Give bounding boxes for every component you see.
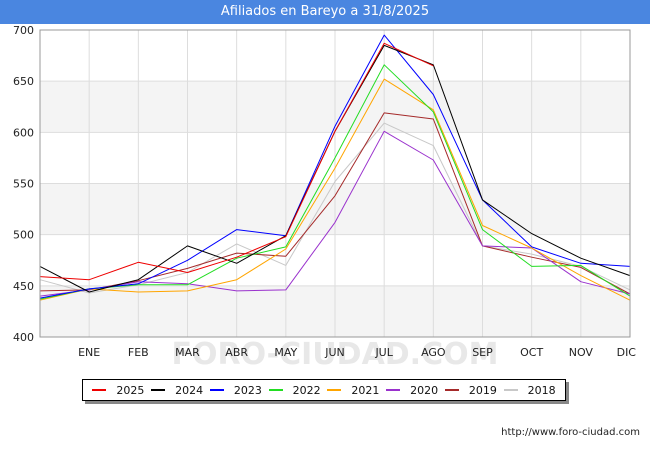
series-lines bbox=[39, 34, 631, 301]
series-line-2025 bbox=[39, 42, 434, 281]
legend-label: 2023 bbox=[233, 383, 262, 397]
legend-item-2020: 2020 bbox=[386, 384, 438, 397]
x-tick-label: DIC bbox=[617, 346, 637, 359]
legend-swatch bbox=[503, 389, 518, 391]
x-tick-label: JUN bbox=[324, 346, 345, 359]
x-tick-label: MAY bbox=[274, 346, 297, 359]
legend-item-2023: 2023 bbox=[209, 383, 262, 397]
y-tick-label: 400 bbox=[13, 331, 34, 344]
y-tick-label: 600 bbox=[13, 126, 34, 139]
y-axis-ticks: 400 450 500 550 600 650 700 bbox=[13, 24, 34, 344]
y-tick-label: 550 bbox=[13, 178, 34, 191]
x-tick-label: FEB bbox=[128, 346, 149, 359]
legend-item-2021: 2021 bbox=[327, 384, 379, 397]
legend-label: 2025 bbox=[116, 383, 145, 397]
x-tick-label: OCT bbox=[520, 346, 543, 359]
legend-swatch bbox=[386, 389, 401, 391]
legend-label: 2020 bbox=[410, 383, 439, 397]
series-line-2019 bbox=[39, 112, 631, 295]
x-axis-ticks: ENE FEB MAR ABR MAY JUN JUL AGO SEP OCT NOV DIC bbox=[78, 346, 636, 359]
legend-label: 2022 bbox=[292, 383, 321, 397]
watermark: FORO-CIUDAD.COM bbox=[172, 337, 499, 372]
legend-label: 2019 bbox=[468, 383, 497, 397]
legend-item-2024: 2024 bbox=[151, 384, 203, 397]
legend-swatch bbox=[92, 389, 107, 391]
y-tick-label: 450 bbox=[13, 280, 34, 293]
series-line-2021 bbox=[39, 78, 631, 301]
y-tick-label: 700 bbox=[13, 24, 34, 37]
x-tick-label: SEP bbox=[472, 346, 493, 359]
legend: 2025 2024 2023 2022 2021 2020 2019 2018 bbox=[82, 379, 566, 401]
legend-swatch bbox=[151, 389, 166, 391]
legend-label: 2018 bbox=[527, 383, 556, 397]
legend-swatch bbox=[268, 389, 283, 391]
series-line-2023 bbox=[39, 34, 631, 299]
series-line-2022 bbox=[39, 64, 631, 300]
x-tick-label: MAR bbox=[175, 346, 200, 359]
legend-item-2019: 2019 bbox=[444, 383, 497, 397]
legend-item-2022: 2022 bbox=[268, 383, 321, 397]
chart-title: Afiliados en Bareyo a 31/8/2025 bbox=[0, 0, 650, 24]
x-tick-label: NOV bbox=[569, 346, 594, 359]
legend-item-2018: 2018 bbox=[503, 383, 556, 397]
x-tick-label: AGO bbox=[421, 346, 446, 359]
legend-label: 2024 bbox=[175, 383, 204, 397]
y-tick-label: 650 bbox=[13, 75, 34, 88]
x-tick-label: ABR bbox=[225, 346, 248, 359]
plot-frame bbox=[39, 29, 631, 338]
legend-swatch bbox=[327, 389, 342, 391]
legend-swatch bbox=[444, 389, 459, 391]
legend-item-2025: 2025 bbox=[92, 384, 144, 397]
legend-label: 2021 bbox=[351, 383, 380, 397]
legend-swatch bbox=[209, 389, 224, 391]
x-tick-label: ENE bbox=[78, 346, 100, 359]
y-tick-label: 500 bbox=[13, 229, 34, 242]
source-link[interactable]: http://www.foro-ciudad.com bbox=[501, 427, 640, 438]
x-tick-label: JUL bbox=[374, 346, 393, 359]
